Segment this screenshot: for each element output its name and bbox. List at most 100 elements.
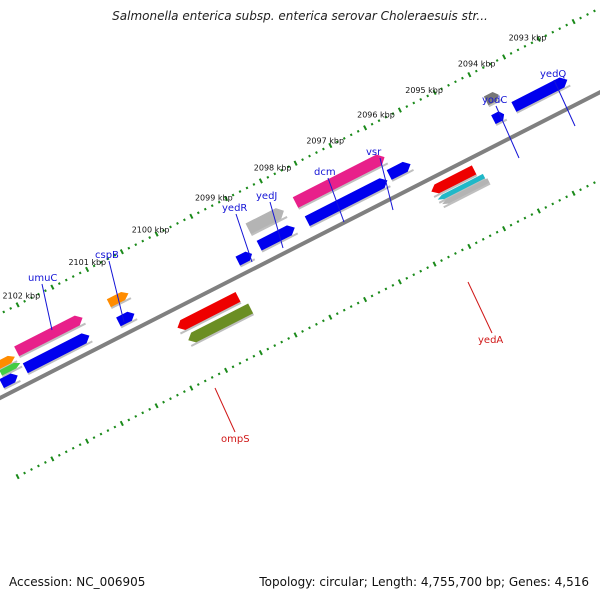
green-feature-shadow [2,365,23,378]
lower-scale-tick [224,367,229,374]
gene-block-shadow [3,379,21,390]
gene-leader-line [214,387,236,433]
lower-scale-tick [245,358,249,362]
orange-feature [106,291,132,310]
lower-scale-tick [78,443,82,447]
lower-scale-tick [44,460,47,464]
upper-scale-tick [217,200,221,204]
upper-scale-tick [322,147,325,151]
gray-feature-shadow [250,216,288,236]
lower-scale-tick [523,216,527,220]
scale-label: 2097 kbp [306,137,344,146]
backbone-line [0,90,600,401]
upper-scale-tick [85,266,90,273]
gene-label-yedR: yedR [222,203,247,214]
gene-block [431,165,478,198]
gene-leader-line [495,105,520,159]
lower-scale-tick [37,464,40,468]
lower-scale-tick [384,287,388,291]
lower-scale-tick [23,471,26,475]
lower-scale-tick [154,403,159,409]
lower-scale-tick [432,261,437,267]
gene-leader-line [467,281,493,334]
upper-scale-tick [440,87,443,91]
lower-scale-tick [210,375,214,379]
lower-scale-tick [544,206,548,209]
gene-leader-line [269,201,284,249]
gene-label-umuC: umuC [28,273,57,284]
lower-scale-tick [481,237,485,241]
upper-scale-tick [544,34,548,38]
lower-scale-tick [516,220,520,224]
upper-scale-tick [23,299,26,303]
lower-scale-tick [141,411,145,415]
upper-scale-tick [224,195,229,202]
lower-scale-tick [113,425,117,429]
lower-scale-tick [370,294,374,298]
upper-scale-tick [516,48,520,52]
upper-scale-tick [57,282,61,286]
lower-scale-tick [405,276,409,280]
upper-scale-tick [397,107,402,113]
gene-block-shadow [309,185,391,228]
lower-scale-tick [280,340,284,344]
gene-block-shape [431,165,477,194]
gene-block-shape [177,292,241,330]
lower-scale-tick [551,202,555,206]
lower-scale-tick [593,181,596,185]
lower-scale-tick [454,252,457,255]
gene-leader-line [235,213,253,263]
gene-leader-line [553,79,576,127]
lower-scale-tick [363,296,368,303]
upper-scale-tick [258,178,263,184]
upper-scale-tick [432,89,437,96]
gene-block-shadow [120,318,138,329]
scale-label: 2099 kbp [195,193,233,202]
lower-scale-tick [15,473,20,480]
gene-block [511,77,571,114]
gene-leader-line [41,283,53,331]
lower-scale-tick [397,279,402,285]
gene-block-shape [386,161,411,180]
orange-feature-shape [106,291,129,308]
gene-label-yedA: yedA [478,335,503,346]
lower-scale-tick [287,337,291,340]
lower-scale-tick [571,190,576,196]
gene-block [22,333,93,375]
upper-scale-tick [169,225,172,229]
upper-scale-tick [106,257,110,261]
scale-label: 2101 kbp [68,258,106,267]
accession-text: Accession: NC_006905 [9,575,146,589]
lower-scale-tick [176,393,179,397]
lower-scale-tick [231,365,235,369]
gene-label-ompS: ompS [221,434,250,445]
upper-scale-tick [593,9,596,13]
lower-scale-tick [426,266,430,270]
gene-block-shape [511,77,568,112]
gene-leader-line [327,177,345,223]
upper-scale-tick [148,236,152,239]
upper-scale-tick [44,289,47,293]
upper-scale-tick [196,211,200,215]
upper-scale-tick [189,213,194,219]
upper-scale-tick [377,119,381,123]
gene-leader-line [379,157,394,211]
upper-scale-tick [238,190,242,193]
lower-scale-tick [579,188,582,192]
scale-label: 2095 kbp [405,86,443,95]
upper-scale-tick [252,183,256,186]
gene-leader-line [108,260,125,323]
orange-feature-shape [0,355,15,371]
upper-scale-tick [273,172,277,176]
lower-scale-tick [169,397,172,401]
gene-block-shadow [179,301,242,335]
gene-block [304,178,391,228]
upper-scale-tick [176,221,179,225]
upper-scale-tick [536,36,541,42]
upper-scale-tick [266,175,270,179]
lower-scale-tick [238,361,242,365]
lower-scale-tick [315,322,318,326]
upper-scale-tick [154,231,159,237]
gene-block [235,251,256,268]
